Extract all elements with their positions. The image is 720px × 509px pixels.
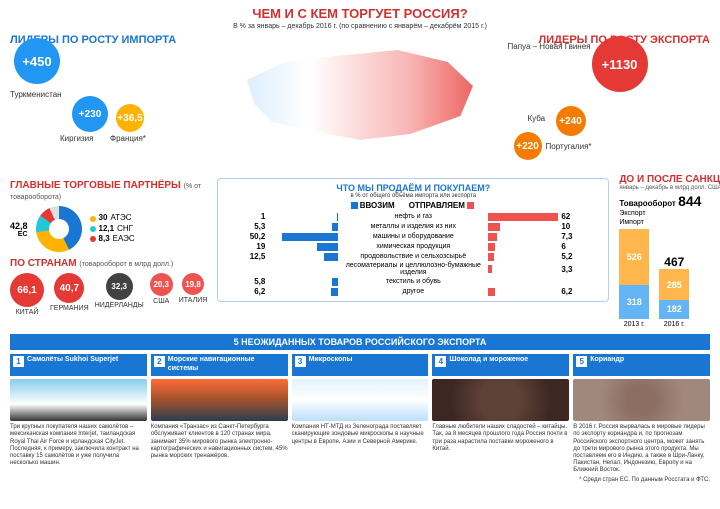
bar-row: 12,5продовольствие и сельхозсырьё5,2 bbox=[226, 252, 600, 261]
donut-chart bbox=[36, 206, 82, 252]
country-item: 20,3США bbox=[150, 273, 173, 316]
bubble: +450 bbox=[14, 38, 60, 84]
stack-bar: 4672851822016 г. bbox=[659, 255, 689, 328]
map bbox=[224, 34, 495, 174]
partners-header: ГЛАВНЫЕ ТОРГОВЫЕ ПАРТНЁРЫ bbox=[10, 180, 181, 191]
bottom-header: 5 НЕОЖИДАННЫХ ТОВАРОВ РОССИЙСКОГО ЭКСПОР… bbox=[10, 334, 710, 350]
main-title: ЧЕМ И С КЕМ ТОРГУЕТ РОССИЯ? bbox=[10, 6, 710, 21]
partners-block: ГЛАВНЫЕ ТОРГОВЫЕ ПАРТНЁРЫ (% от товарооб… bbox=[10, 180, 207, 252]
export-col: ЛИДЕРЫ ПО РОСТУ ЭКСПОРТА +1130Папуа – Но… bbox=[502, 34, 710, 174]
stack-bar: 5263182013 г. bbox=[619, 229, 649, 328]
bar-row: 50,2машины и оборудование7,3 bbox=[226, 232, 600, 241]
countries-block: ПО СТРАНАМ (товарооборот в млрд долл.) 6… bbox=[10, 258, 207, 316]
country-item: 32,3НИДЕРЛАНДЫ bbox=[95, 273, 144, 316]
trade-chart: ЧТО МЫ ПРОДАЁМ И ПОКУПАЕМ? в % от общего… bbox=[217, 178, 609, 302]
bar-row: 1нефть и газ62 bbox=[226, 212, 600, 221]
card: 5КориандрВ 2016 г. Россия вырвалась в ми… bbox=[573, 354, 710, 474]
legend-in: ВВОЗИМ bbox=[360, 201, 395, 210]
sanctions-block: ДО И ПОСЛЕ САНКЦИЙ январь – декабрь в мл… bbox=[619, 174, 720, 328]
trade-title: ЧТО МЫ ПРОДАЁМ И ПОКУПАЕМ? bbox=[226, 183, 600, 193]
bubble: +230 bbox=[72, 96, 108, 132]
card: 3МикроскопыКомпания НТ-МТД из Зеленоград… bbox=[292, 354, 429, 474]
countries-header: ПО СТРАНАМ bbox=[10, 258, 77, 269]
bar-row: лесоматериалы и целлюлозно-бумажные изде… bbox=[226, 262, 600, 276]
subtitle: В % за январь – декабрь 2016 г. (по срав… bbox=[10, 23, 710, 30]
bubble: +240 bbox=[556, 106, 586, 136]
countries-sub: (товарооборот в млрд долл.) bbox=[79, 261, 173, 268]
sanctions-total-label: Товарооборот bbox=[619, 199, 676, 208]
sanctions-sub: январь – декабрь в млрд долл. США bbox=[619, 185, 720, 191]
card: 2Морские навигационные системыКомпания «… bbox=[151, 354, 288, 474]
country-item: 40,7ГЕРМАНИЯ bbox=[50, 273, 89, 316]
legend-out: ОТПРАВЛЯЕМ bbox=[409, 201, 465, 210]
trade-sub: в % от общего объёма импорта или экспорт… bbox=[226, 193, 600, 199]
bar-row: 19химическая продукция6 bbox=[226, 242, 600, 251]
bubble: +1130 bbox=[592, 36, 648, 92]
bubble: +220 bbox=[514, 132, 542, 160]
footnote: * Среди стран ЕС. По данным Росстата и Ф… bbox=[10, 477, 710, 483]
country-item: 66,1КИТАЙ bbox=[10, 273, 44, 316]
country-item: 19,8ИТАЛИЯ bbox=[179, 273, 208, 316]
card: 1Самолёты Sukhoi SuperjetТри крупных пок… bbox=[10, 354, 147, 474]
bar-row: 6,2другое6,2 bbox=[226, 287, 600, 296]
bar-row: 5,3металлы и изделия из них10 bbox=[226, 222, 600, 231]
bar-row: 5,8текстиль и обувь bbox=[226, 277, 600, 286]
bubble: +36,5 bbox=[116, 104, 144, 132]
import-col: ЛИДЕРЫ ПО РОСТУ ИМПОРТА +450Туркменистан… bbox=[10, 34, 218, 174]
card: 4Шоколад и мороженоеГлавные любители наш… bbox=[432, 354, 569, 474]
sanctions-header: ДО И ПОСЛЕ САНКЦИЙ bbox=[619, 174, 720, 185]
